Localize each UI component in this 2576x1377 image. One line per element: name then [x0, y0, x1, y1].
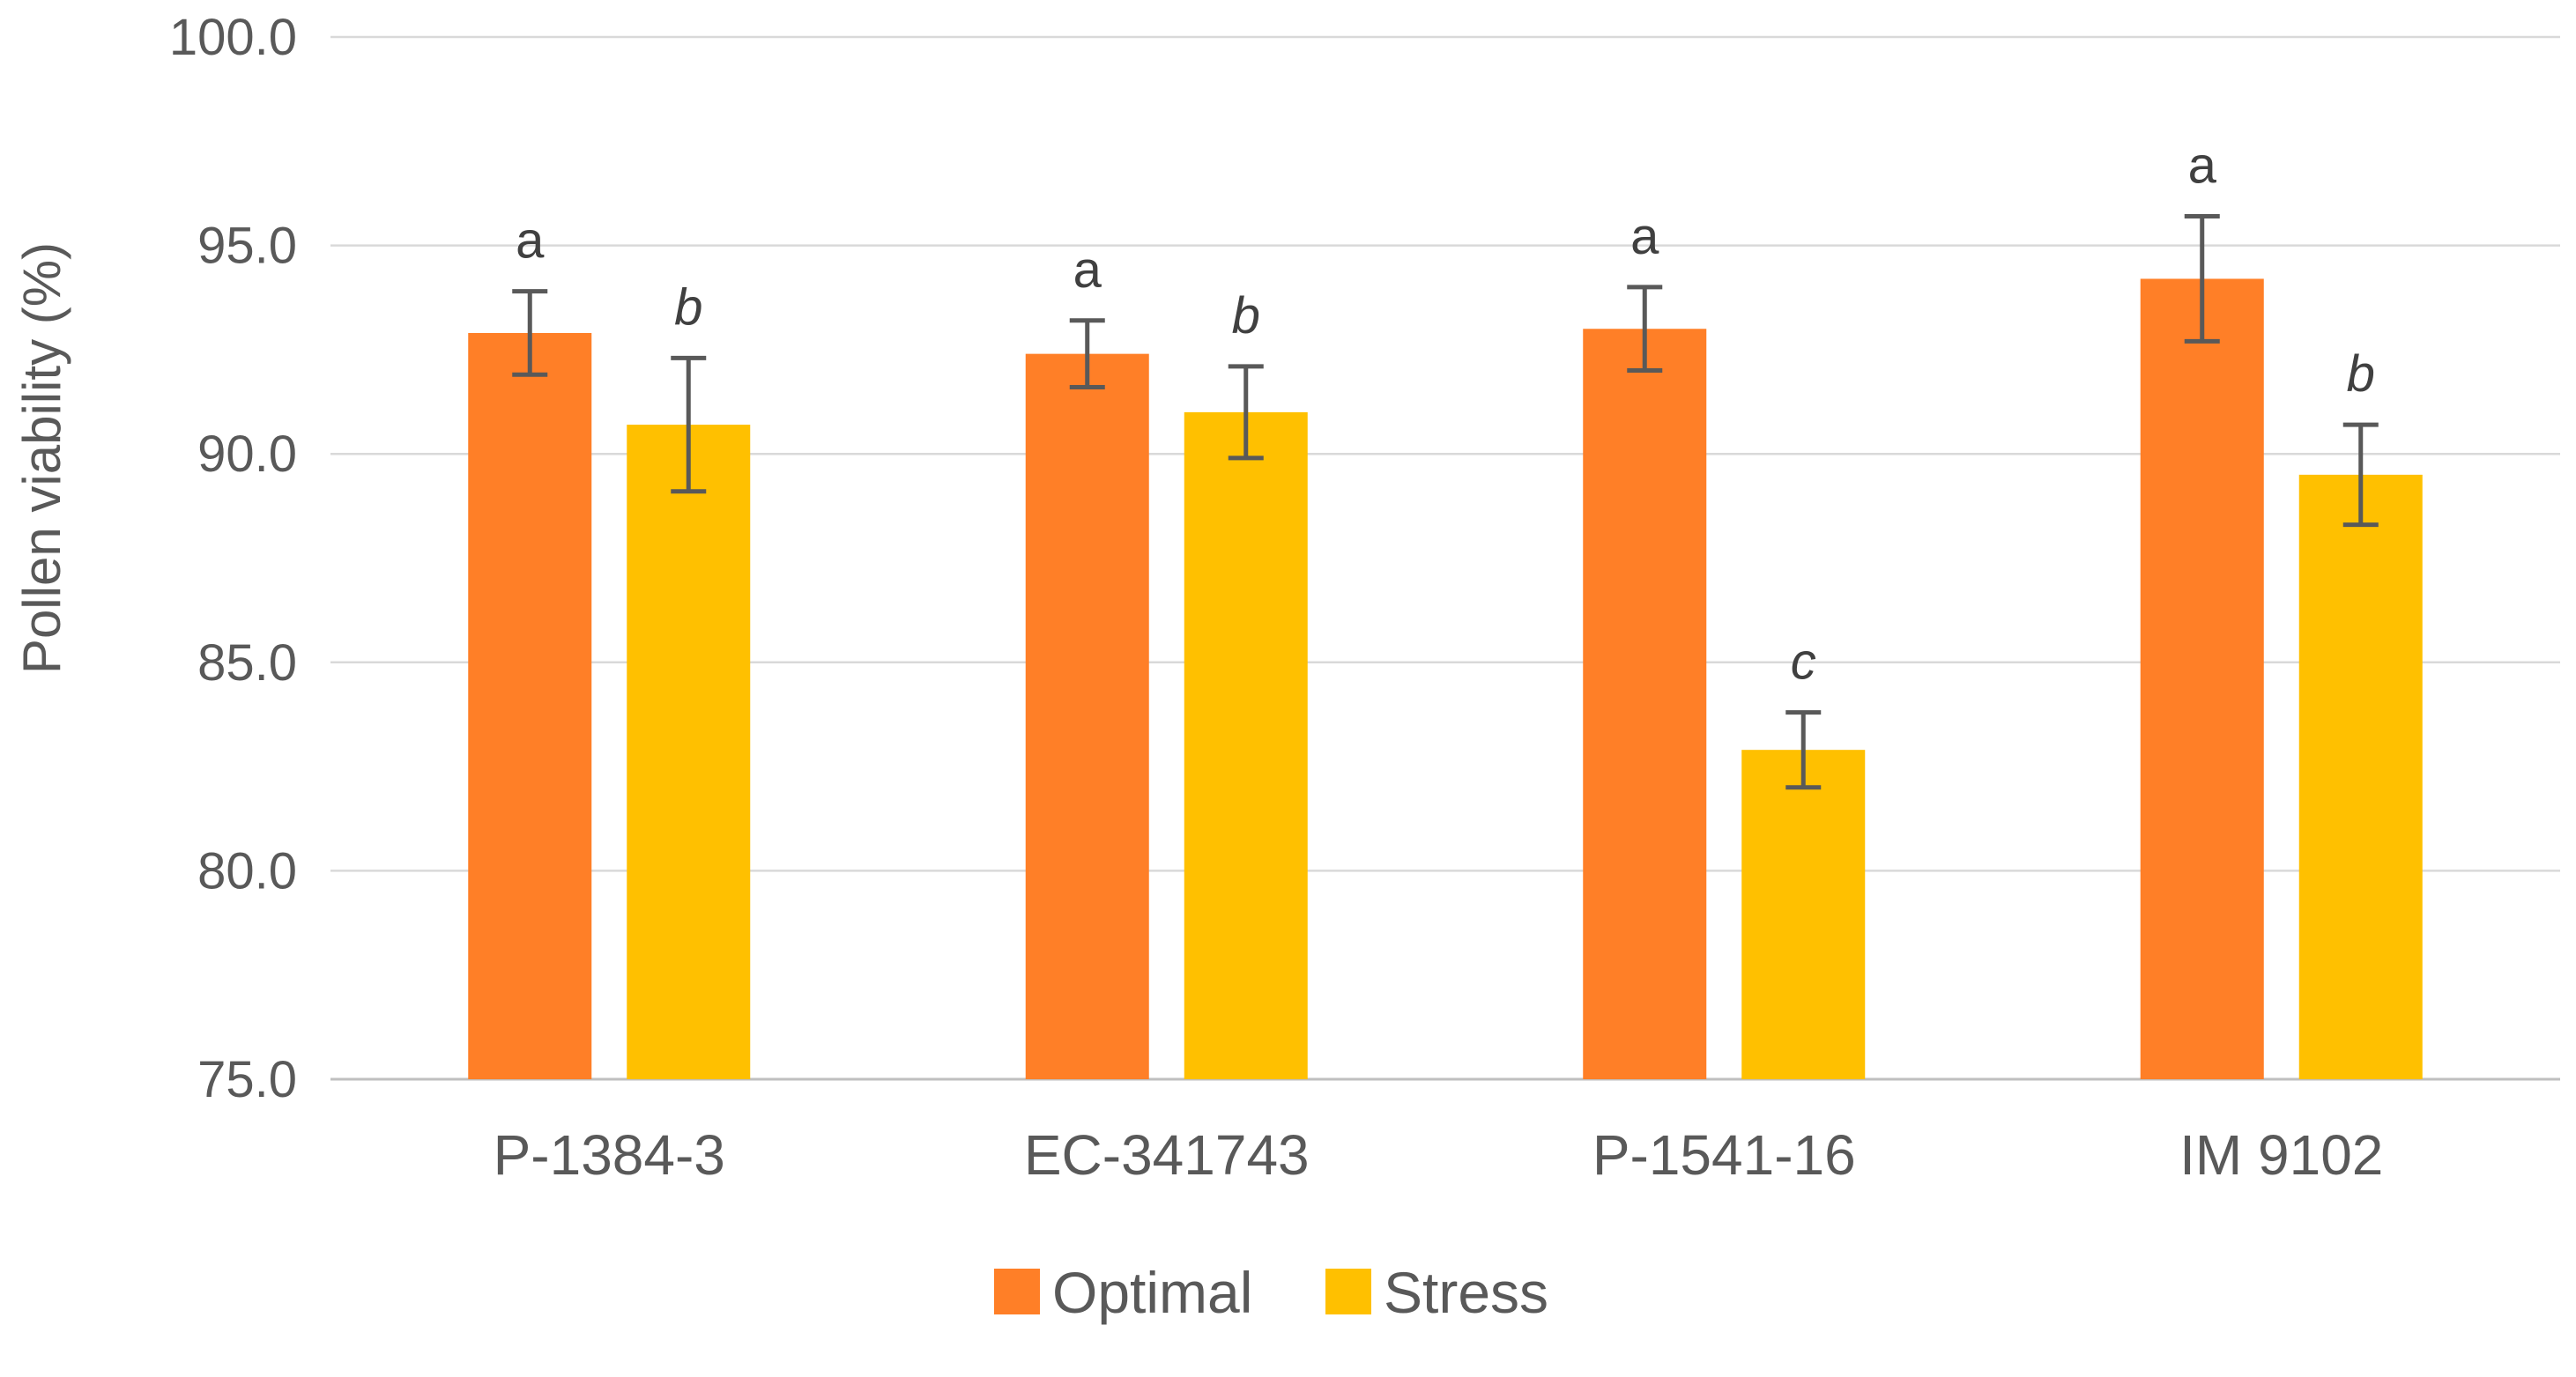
legend: Optimal Stress	[994, 1260, 1548, 1325]
error-bar	[2342, 422, 2379, 528]
bars	[468, 278, 2423, 1080]
y-tick-label: 85.0	[197, 634, 297, 692]
legend-item-optimal: Optimal	[994, 1260, 1252, 1325]
y-axis-title: Pollen viability (%)	[12, 242, 71, 674]
bar-optimal-p-1384-3	[468, 332, 592, 1079]
error-bar	[1785, 710, 1822, 790]
x-category-label: P-1384-3	[494, 1123, 725, 1187]
legend-item-stress: Stress	[1325, 1260, 1548, 1325]
error-bar	[1069, 318, 1105, 389]
y-tick-label: 95.0	[197, 218, 297, 275]
bar-stress-im-9102	[2298, 474, 2423, 1079]
error-bar	[512, 289, 548, 377]
x-category-label: P-1541-16	[1592, 1123, 1856, 1187]
y-axis-ticks: 75.0 80.0 85.0 90.0 95.0 100.0	[169, 9, 297, 1108]
legend-label: Optimal	[1052, 1260, 1252, 1325]
significance-letter: b	[674, 278, 702, 336]
significance-letter: a	[2188, 137, 2217, 194]
bar-optimal-im-9102	[2140, 278, 2264, 1079]
error-bars	[512, 213, 2379, 790]
legend-swatch	[1325, 1269, 1371, 1314]
error-bar	[1627, 285, 1663, 374]
x-axis-categories: P-1384-3 EC-341743 P-1541-16 IM 9102	[494, 1123, 2384, 1187]
y-tick-label: 100.0	[169, 9, 297, 66]
x-category-label: IM 9102	[2179, 1123, 2383, 1187]
significance-letter: a	[516, 212, 545, 270]
significance-letter: b	[1232, 287, 1260, 344]
bar-stress-p-1541-16	[1741, 750, 1866, 1079]
significance-letter: a	[1073, 241, 1102, 299]
error-bar	[671, 355, 707, 494]
legend-swatch	[994, 1269, 1040, 1314]
significance-labels: a b a b a c a b	[516, 137, 2375, 690]
error-bar	[2184, 213, 2220, 344]
x-category-label: EC-341743	[1024, 1123, 1310, 1187]
significance-letter: c	[1791, 633, 1816, 691]
bar-optimal-p-1541-16	[1583, 329, 1707, 1079]
error-bar	[1228, 364, 1264, 461]
bar-optimal-ec-341743	[1025, 353, 1149, 1080]
legend-label: Stress	[1384, 1260, 1548, 1325]
significance-letter: a	[1630, 208, 1659, 265]
significance-letter: b	[2347, 345, 2375, 403]
y-tick-label: 80.0	[197, 842, 297, 899]
y-tick-label: 90.0	[197, 426, 297, 483]
bar-stress-ec-341743	[1184, 411, 1308, 1079]
bar-stress-p-1384-3	[627, 425, 751, 1079]
y-tick-label: 75.0	[197, 1051, 297, 1108]
